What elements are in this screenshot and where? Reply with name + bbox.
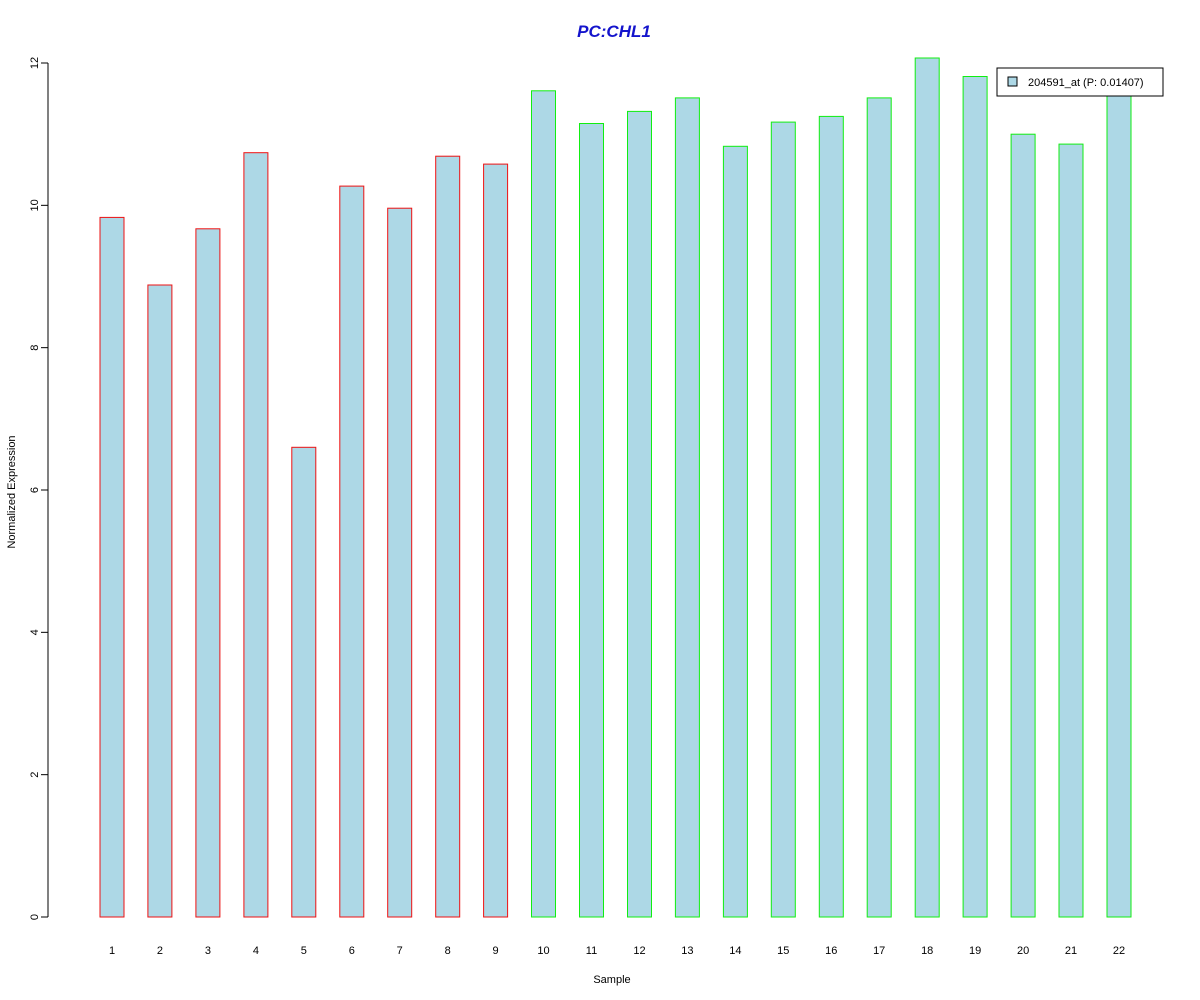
y-tick-label: 0 <box>29 914 41 920</box>
legend: 204591_at (P: 0.01407) <box>996 67 1164 97</box>
x-tick-label: 4 <box>253 945 259 957</box>
x-tick-label: 7 <box>397 945 403 957</box>
y-tick-label: 8 <box>29 345 41 351</box>
legend-box <box>996 67 1164 97</box>
x-tick-label: 17 <box>873 945 885 957</box>
bar-sample-19 <box>962 76 988 918</box>
bar-sample-8 <box>435 155 461 918</box>
bar-sample-3 <box>195 228 221 918</box>
x-tick-label: 1 <box>109 945 115 957</box>
bar-sample-22 <box>1106 89 1132 918</box>
x-tick-label: 6 <box>349 945 355 957</box>
bar-sample-17 <box>866 97 892 918</box>
bar-sample-9 <box>483 163 509 918</box>
y-tick-label: 2 <box>29 772 41 778</box>
bar-sample-18 <box>914 57 940 918</box>
x-tick-label: 8 <box>445 945 451 957</box>
x-tick-label: 2 <box>157 945 163 957</box>
bar-sample-2 <box>147 284 173 918</box>
x-tick-label: 3 <box>205 945 211 957</box>
x-tick-label: 18 <box>921 945 933 957</box>
y-tick-label: 12 <box>29 57 41 69</box>
bar-sample-1 <box>99 216 125 918</box>
x-tick-label: 15 <box>777 945 789 957</box>
bar-sample-14 <box>722 145 748 918</box>
bar-sample-16 <box>818 115 844 918</box>
x-tick-label: 10 <box>537 945 549 957</box>
bar-sample-5 <box>291 446 317 918</box>
x-tick-label: 16 <box>825 945 837 957</box>
x-tick-labels: 1 2 3 4 5 6 7 8 9 10 11 12 13 14 15 16 17 18 19 20 21 22 <box>109 945 1125 957</box>
chart-title: PC:CHL1 <box>577 22 651 41</box>
y-axis: 0 2 4 6 8 10 12 <box>29 57 49 920</box>
x-tick-label: 5 <box>301 945 307 957</box>
x-tick-label: 19 <box>969 945 981 957</box>
x-tick-label: 21 <box>1065 945 1077 957</box>
bar-sample-12 <box>627 110 652 918</box>
y-tick-label: 4 <box>29 629 41 635</box>
bar-sample-11 <box>579 123 604 918</box>
x-tick-label: 22 <box>1113 945 1125 957</box>
x-tick-label: 11 <box>586 945 597 957</box>
bar-sample-4 <box>243 152 269 918</box>
y-tick-label: 10 <box>29 199 41 211</box>
y-axis-title: Normalized Expression <box>6 435 18 548</box>
legend-swatch <box>1007 76 1018 87</box>
x-axis-title: Sample <box>593 974 630 986</box>
x-tick-label: 20 <box>1017 945 1029 957</box>
x-tick-label: 9 <box>493 945 499 957</box>
bars <box>99 57 1132 918</box>
x-tick-label: 14 <box>729 945 741 957</box>
legend-label: 204591_at (P: 0.01407) <box>1028 77 1144 89</box>
bar-sample-7 <box>387 207 413 918</box>
bar-sample-13 <box>674 97 700 918</box>
x-tick-label: 13 <box>681 945 693 957</box>
bar-sample-21 <box>1058 143 1084 918</box>
y-tick-label: 6 <box>29 487 41 493</box>
x-tick-label: 12 <box>633 945 645 957</box>
bar-sample-10 <box>531 90 556 918</box>
bar-sample-6 <box>339 185 365 918</box>
bar-sample-15 <box>770 121 796 918</box>
bar-sample-20 <box>1010 133 1036 918</box>
